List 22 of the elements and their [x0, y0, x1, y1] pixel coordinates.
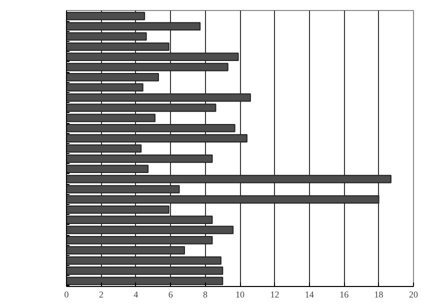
- bar: [66, 195, 380, 204]
- bar: [66, 256, 222, 265]
- bar: [66, 226, 234, 234]
- x-tick-label: 4: [134, 290, 139, 300]
- x-tick-label: 20: [409, 290, 418, 300]
- x-tick-label: 12: [270, 290, 280, 300]
- bar: [66, 144, 142, 153]
- x-tick-label: 8: [203, 290, 208, 300]
- bar: [66, 32, 147, 41]
- x-tick-label: 16: [340, 290, 350, 300]
- x-tick-label: 2: [98, 290, 104, 300]
- x-tick-label: 10: [236, 290, 245, 300]
- bar: [66, 174, 392, 184]
- x-tick-label: 14: [304, 290, 314, 300]
- x-tick-label: 18: [374, 290, 384, 300]
- bar: [66, 104, 216, 112]
- bar: [66, 114, 156, 122]
- bar: [66, 62, 228, 72]
- x-tick-label: 0: [64, 290, 70, 300]
- bar: [66, 185, 180, 194]
- bar: [66, 93, 251, 102]
- x-tick-label: 6: [168, 290, 174, 300]
